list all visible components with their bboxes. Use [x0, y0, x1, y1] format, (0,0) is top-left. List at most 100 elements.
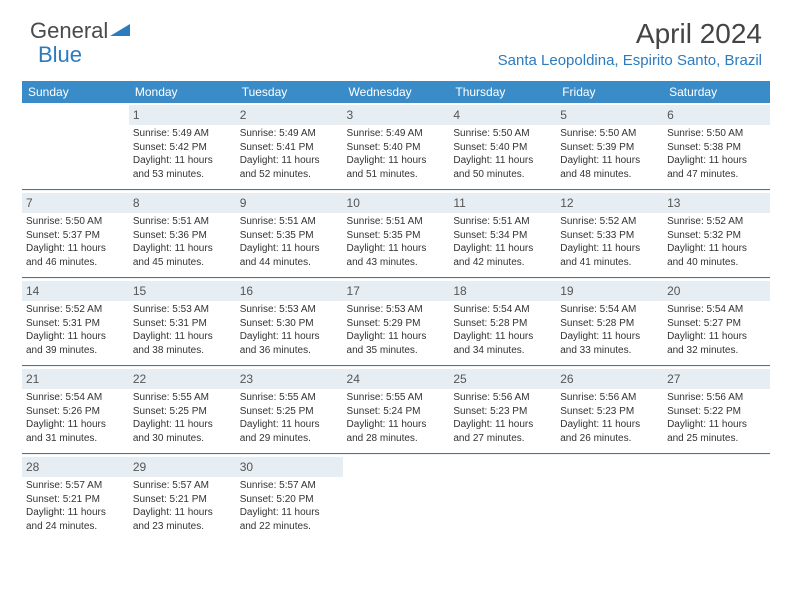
header: General April 2024 Santa Leopoldina, Esp…	[0, 0, 792, 73]
day-details: Sunrise: 5:49 AMSunset: 5:41 PMDaylight:…	[240, 127, 339, 181]
day-details: Sunrise: 5:51 AMSunset: 5:35 PMDaylight:…	[240, 215, 339, 269]
day-details: Sunrise: 5:53 AMSunset: 5:31 PMDaylight:…	[133, 303, 232, 357]
sunrise-line: Sunrise: 5:51 AM	[240, 215, 339, 229]
calendar-day-cell: 25Sunrise: 5:56 AMSunset: 5:23 PMDayligh…	[449, 367, 556, 453]
day-details: Sunrise: 5:50 AMSunset: 5:39 PMDaylight:…	[560, 127, 659, 181]
day-number: 13	[663, 193, 770, 213]
sunset-line: Sunset: 5:31 PM	[133, 317, 232, 331]
day-number: 3	[343, 105, 450, 125]
day-number: 8	[129, 193, 236, 213]
calendar-week-row: 1Sunrise: 5:49 AMSunset: 5:42 PMDaylight…	[22, 103, 770, 189]
daylight-line: Daylight: 11 hours and 53 minutes.	[133, 154, 232, 181]
day-number: 11	[449, 193, 556, 213]
sunrise-line: Sunrise: 5:56 AM	[560, 391, 659, 405]
sunset-line: Sunset: 5:34 PM	[453, 229, 552, 243]
daylight-line: Daylight: 11 hours and 26 minutes.	[560, 418, 659, 445]
calendar-day-cell: 19Sunrise: 5:54 AMSunset: 5:28 PMDayligh…	[556, 279, 663, 365]
calendar-day-cell: 17Sunrise: 5:53 AMSunset: 5:29 PMDayligh…	[343, 279, 450, 365]
sunrise-line: Sunrise: 5:56 AM	[667, 391, 766, 405]
weekday-header-row: SundayMondayTuesdayWednesdayThursdayFrid…	[22, 81, 770, 103]
day-details: Sunrise: 5:54 AMSunset: 5:27 PMDaylight:…	[667, 303, 766, 357]
day-number: 16	[236, 281, 343, 301]
sunrise-line: Sunrise: 5:50 AM	[453, 127, 552, 141]
sunrise-line: Sunrise: 5:54 AM	[667, 303, 766, 317]
sunset-line: Sunset: 5:21 PM	[133, 493, 232, 507]
day-number: 12	[556, 193, 663, 213]
calendar-body: 1Sunrise: 5:49 AMSunset: 5:42 PMDaylight…	[22, 103, 770, 541]
day-number: 21	[22, 369, 129, 389]
daylight-line: Daylight: 11 hours and 28 minutes.	[347, 418, 446, 445]
sunrise-line: Sunrise: 5:51 AM	[133, 215, 232, 229]
daylight-line: Daylight: 11 hours and 50 minutes.	[453, 154, 552, 181]
day-details: Sunrise: 5:55 AMSunset: 5:24 PMDaylight:…	[347, 391, 446, 445]
daylight-line: Daylight: 11 hours and 25 minutes.	[667, 418, 766, 445]
day-details: Sunrise: 5:50 AMSunset: 5:37 PMDaylight:…	[26, 215, 125, 269]
sunrise-line: Sunrise: 5:54 AM	[26, 391, 125, 405]
day-details: Sunrise: 5:51 AMSunset: 5:35 PMDaylight:…	[347, 215, 446, 269]
daylight-line: Daylight: 11 hours and 30 minutes.	[133, 418, 232, 445]
daylight-line: Daylight: 11 hours and 46 minutes.	[26, 242, 125, 269]
daylight-line: Daylight: 11 hours and 33 minutes.	[560, 330, 659, 357]
sunset-line: Sunset: 5:23 PM	[453, 405, 552, 419]
daylight-line: Daylight: 11 hours and 36 minutes.	[240, 330, 339, 357]
calendar-week-row: 14Sunrise: 5:52 AMSunset: 5:31 PMDayligh…	[22, 279, 770, 365]
sunset-line: Sunset: 5:35 PM	[347, 229, 446, 243]
sunset-line: Sunset: 5:27 PM	[667, 317, 766, 331]
daylight-line: Daylight: 11 hours and 48 minutes.	[560, 154, 659, 181]
calendar-week-row: 21Sunrise: 5:54 AMSunset: 5:26 PMDayligh…	[22, 367, 770, 453]
day-details: Sunrise: 5:55 AMSunset: 5:25 PMDaylight:…	[133, 391, 232, 445]
day-number: 18	[449, 281, 556, 301]
sunset-line: Sunset: 5:29 PM	[347, 317, 446, 331]
sunrise-line: Sunrise: 5:56 AM	[453, 391, 552, 405]
calendar-day-cell: 7Sunrise: 5:50 AMSunset: 5:37 PMDaylight…	[22, 191, 129, 277]
calendar-day-cell: 14Sunrise: 5:52 AMSunset: 5:31 PMDayligh…	[22, 279, 129, 365]
calendar-day-cell: 15Sunrise: 5:53 AMSunset: 5:31 PMDayligh…	[129, 279, 236, 365]
sunrise-line: Sunrise: 5:50 AM	[26, 215, 125, 229]
weekday-header: Thursday	[449, 81, 556, 103]
sunset-line: Sunset: 5:28 PM	[453, 317, 552, 331]
day-details: Sunrise: 5:51 AMSunset: 5:36 PMDaylight:…	[133, 215, 232, 269]
daylight-line: Daylight: 11 hours and 39 minutes.	[26, 330, 125, 357]
calendar-day-cell: 18Sunrise: 5:54 AMSunset: 5:28 PMDayligh…	[449, 279, 556, 365]
calendar-day-cell	[343, 455, 450, 541]
day-number: 1	[129, 105, 236, 125]
day-details: Sunrise: 5:53 AMSunset: 5:29 PMDaylight:…	[347, 303, 446, 357]
sunrise-line: Sunrise: 5:53 AM	[347, 303, 446, 317]
sunrise-line: Sunrise: 5:55 AM	[240, 391, 339, 405]
calendar-day-cell: 9Sunrise: 5:51 AMSunset: 5:35 PMDaylight…	[236, 191, 343, 277]
calendar-day-cell: 3Sunrise: 5:49 AMSunset: 5:40 PMDaylight…	[343, 103, 450, 189]
logo-icon	[110, 18, 132, 44]
daylight-line: Daylight: 11 hours and 40 minutes.	[667, 242, 766, 269]
day-number: 7	[22, 193, 129, 213]
day-details: Sunrise: 5:56 AMSunset: 5:23 PMDaylight:…	[560, 391, 659, 445]
calendar-day-cell: 1Sunrise: 5:49 AMSunset: 5:42 PMDaylight…	[129, 103, 236, 189]
calendar-day-cell: 22Sunrise: 5:55 AMSunset: 5:25 PMDayligh…	[129, 367, 236, 453]
day-number: 20	[663, 281, 770, 301]
day-details: Sunrise: 5:57 AMSunset: 5:21 PMDaylight:…	[26, 479, 125, 533]
day-details: Sunrise: 5:50 AMSunset: 5:38 PMDaylight:…	[667, 127, 766, 181]
sunrise-line: Sunrise: 5:53 AM	[240, 303, 339, 317]
calendar-day-cell: 12Sunrise: 5:52 AMSunset: 5:33 PMDayligh…	[556, 191, 663, 277]
calendar-day-cell: 10Sunrise: 5:51 AMSunset: 5:35 PMDayligh…	[343, 191, 450, 277]
weekday-header: Saturday	[663, 81, 770, 103]
sunset-line: Sunset: 5:40 PM	[347, 141, 446, 155]
sunset-line: Sunset: 5:25 PM	[240, 405, 339, 419]
calendar-day-cell: 16Sunrise: 5:53 AMSunset: 5:30 PMDayligh…	[236, 279, 343, 365]
daylight-line: Daylight: 11 hours and 51 minutes.	[347, 154, 446, 181]
sunrise-line: Sunrise: 5:57 AM	[133, 479, 232, 493]
day-details: Sunrise: 5:56 AMSunset: 5:22 PMDaylight:…	[667, 391, 766, 445]
day-number: 24	[343, 369, 450, 389]
day-number: 6	[663, 105, 770, 125]
daylight-line: Daylight: 11 hours and 27 minutes.	[453, 418, 552, 445]
weekday-header: Friday	[556, 81, 663, 103]
day-details: Sunrise: 5:56 AMSunset: 5:23 PMDaylight:…	[453, 391, 552, 445]
calendar-day-cell: 5Sunrise: 5:50 AMSunset: 5:39 PMDaylight…	[556, 103, 663, 189]
weekday-header: Sunday	[22, 81, 129, 103]
sunset-line: Sunset: 5:31 PM	[26, 317, 125, 331]
daylight-line: Daylight: 11 hours and 44 minutes.	[240, 242, 339, 269]
calendar-day-cell: 23Sunrise: 5:55 AMSunset: 5:25 PMDayligh…	[236, 367, 343, 453]
daylight-line: Daylight: 11 hours and 29 minutes.	[240, 418, 339, 445]
calendar-day-cell: 29Sunrise: 5:57 AMSunset: 5:21 PMDayligh…	[129, 455, 236, 541]
sunrise-line: Sunrise: 5:49 AM	[240, 127, 339, 141]
daylight-line: Daylight: 11 hours and 24 minutes.	[26, 506, 125, 533]
